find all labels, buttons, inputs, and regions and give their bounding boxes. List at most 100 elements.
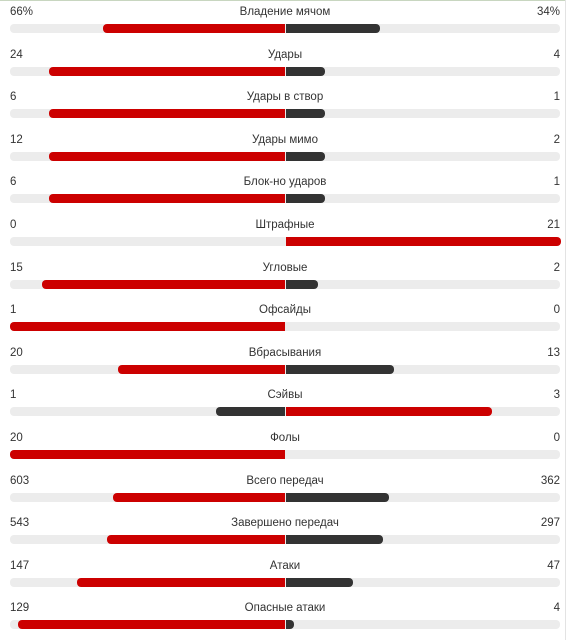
away-value: 2 — [553, 261, 560, 274]
away-bar — [286, 577, 353, 587]
comparison-bar-track — [10, 577, 560, 587]
stat-row: Штрафные 0 21 — [0, 213, 566, 255]
home-value: 147 — [10, 559, 30, 572]
top-divider — [0, 0, 566, 1]
stat-header: Вбрасывания 20 13 — [10, 345, 560, 361]
away-bar — [286, 237, 561, 246]
away-bar — [286, 151, 325, 161]
home-value: 1 — [10, 304, 17, 317]
stat-label: Удары в створ — [246, 91, 324, 104]
home-value: 24 — [10, 48, 23, 61]
stat-header: Офсайды 1 0 — [10, 302, 560, 318]
away-value: 2 — [553, 133, 560, 146]
home-value: 6 — [10, 176, 17, 189]
stat-label: Блок-но ударов — [243, 176, 327, 189]
stat-header: Всего передач 603 362 — [10, 473, 560, 489]
home-value: 0 — [10, 219, 17, 231]
home-bar — [18, 620, 285, 630]
home-value: 15 — [10, 261, 23, 274]
away-value: 3 — [553, 389, 560, 402]
comparison-bar-track — [10, 535, 560, 545]
comparison-bar-track — [10, 620, 560, 630]
home-bar — [49, 151, 285, 161]
away-bar — [286, 364, 394, 374]
stat-label: Офсайды — [259, 304, 311, 317]
stat-header: Фолы 20 0 — [10, 430, 560, 446]
stat-label: Владение мячом — [239, 6, 331, 18]
home-bar — [216, 407, 285, 417]
away-bar — [286, 620, 294, 630]
comparison-bar-track — [10, 364, 560, 374]
home-value: 1 — [10, 389, 17, 402]
home-bar — [77, 577, 285, 587]
comparison-bar-track — [10, 151, 560, 161]
stat-row: Всего передач 603 362 — [0, 469, 566, 511]
comparison-bar-track — [10, 194, 560, 204]
stat-label: Атаки — [269, 559, 301, 572]
stat-row: Вбрасывания 20 13 — [0, 341, 566, 383]
home-bar — [49, 194, 285, 204]
home-bar — [49, 66, 285, 76]
home-value: 20 — [10, 346, 23, 359]
stat-row: Угловые 15 2 — [0, 256, 566, 298]
comparison-bar-track — [10, 407, 560, 417]
stat-row: Удары в створ 6 1 — [0, 85, 566, 127]
stat-header: Опасные атаки 129 4 — [10, 600, 560, 616]
stat-label: Удары мимо — [251, 133, 318, 146]
comparison-bar-track — [10, 450, 560, 459]
comparison-bar-track — [10, 66, 560, 76]
stat-label: Сэйвы — [267, 389, 303, 402]
stat-row: Удары мимо 12 2 — [0, 128, 566, 170]
home-bar — [42, 279, 285, 289]
away-bar — [286, 194, 325, 204]
stat-label: Фолы — [270, 432, 300, 444]
stat-label: Угловые — [262, 261, 308, 274]
away-value: 297 — [540, 517, 560, 530]
home-value: 129 — [10, 602, 30, 615]
away-value: 13 — [547, 346, 560, 359]
comparison-bar-track — [10, 237, 561, 246]
stat-label: Удары — [267, 48, 303, 61]
home-bar — [103, 24, 285, 33]
home-value: 20 — [10, 432, 23, 444]
stat-label: Завершено передач — [231, 517, 339, 530]
stat-label: Штрафные — [255, 219, 315, 231]
comparison-bar-track — [10, 109, 560, 119]
stat-row: Сэйвы 1 3 — [0, 383, 566, 425]
away-value: 1 — [553, 176, 560, 189]
stat-header: Сэйвы 1 3 — [10, 387, 560, 403]
away-bar — [286, 407, 492, 417]
away-bar — [286, 66, 325, 76]
home-value: 12 — [10, 133, 23, 146]
comparison-bar-track — [10, 24, 560, 33]
stat-row: Владение мячом 66% 34% — [0, 0, 566, 42]
home-bar — [49, 109, 285, 119]
stat-header: Удары 24 4 — [10, 47, 560, 63]
stat-row: Завершено передач 543 297 — [0, 511, 566, 553]
stat-row: Офсайды 1 0 — [0, 298, 566, 340]
home-bar — [10, 450, 285, 459]
away-bar — [286, 109, 325, 119]
stat-row: Фолы 20 0 — [0, 426, 566, 468]
away-value: 21 — [547, 219, 560, 231]
home-value: 6 — [10, 91, 17, 104]
home-bar — [10, 322, 285, 332]
away-value: 0 — [553, 432, 560, 444]
stat-header: Угловые 15 2 — [10, 260, 560, 276]
away-bar — [286, 279, 318, 289]
home-value: 603 — [10, 474, 30, 487]
stat-label: Опасные атаки — [244, 602, 326, 615]
away-value: 4 — [553, 602, 560, 615]
stat-header: Блок-но ударов 6 1 — [10, 174, 560, 190]
away-bar — [286, 492, 389, 502]
stat-row: Блок-но ударов 6 1 — [0, 170, 566, 212]
home-value: 66% — [10, 6, 34, 18]
stat-row: Удары 24 4 — [0, 43, 566, 85]
stat-header: Удары в створ 6 1 — [10, 89, 560, 105]
comparison-bar-track — [10, 492, 560, 502]
away-value: 0 — [553, 304, 560, 317]
comparison-bar-track — [10, 322, 560, 332]
stat-header: Атаки 147 47 — [10, 558, 560, 574]
stat-header: Завершено передач 543 297 — [10, 515, 560, 531]
stat-header: Удары мимо 12 2 — [10, 132, 560, 148]
